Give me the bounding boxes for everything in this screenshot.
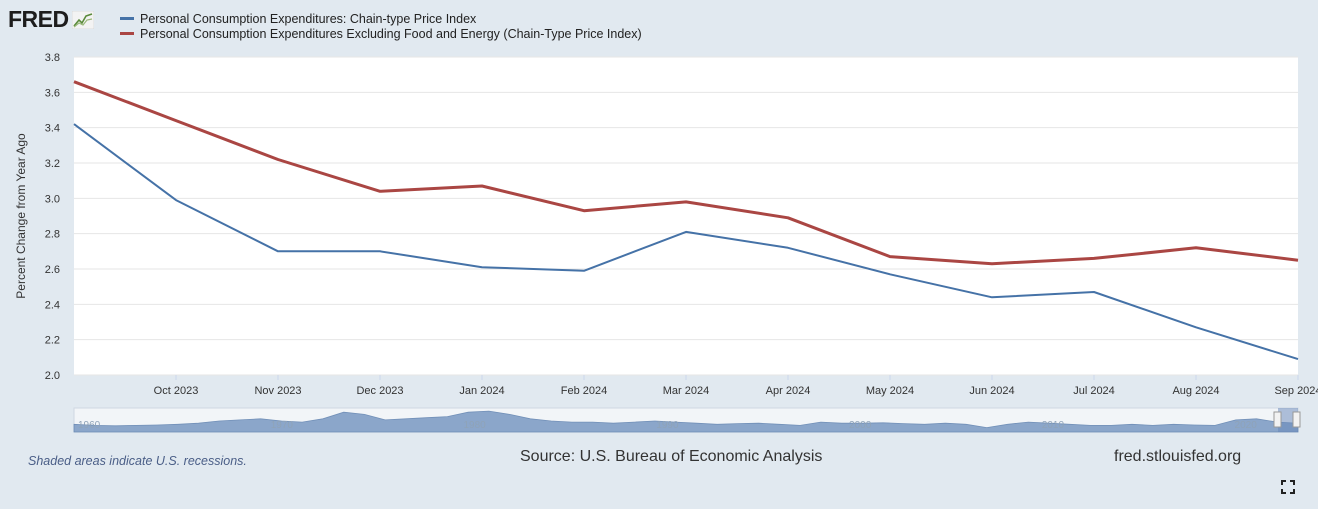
logo-text: FRED xyxy=(8,6,69,32)
chart-legend: Personal Consumption Expenditures: Chain… xyxy=(120,11,642,41)
legend-item-headline[interactable]: Personal Consumption Expenditures: Chain… xyxy=(120,11,642,26)
y-tick-label: 2.0 xyxy=(45,370,60,382)
navigator-year-label: 1990 xyxy=(656,420,679,431)
x-tick-label: Jun 2024 xyxy=(969,385,1014,397)
navigator-handle[interactable] xyxy=(1292,411,1301,428)
fred-logo[interactable]: FRED xyxy=(8,6,94,33)
navigator-year-label: 1970 xyxy=(271,420,294,431)
navigator-year-label: 2020 xyxy=(1235,420,1258,431)
navigator-year-label: 1980 xyxy=(464,420,487,431)
time-navigator[interactable]: 1960 1970 1980 1990 2000 2010 2020 xyxy=(73,407,1301,433)
x-tick-label: Oct 2023 xyxy=(154,385,199,397)
x-tick-label: Mar 2024 xyxy=(663,385,709,397)
x-tick-label: Apr 2024 xyxy=(766,385,811,397)
y-tick-label: 3.4 xyxy=(45,123,60,135)
x-tick-label: Feb 2024 xyxy=(561,385,607,397)
x-axis-ticks: Oct 2023 Nov 2023 Dec 2023 Jan 2024 Feb 2024… xyxy=(154,375,1318,397)
x-tick-label: Jan 2024 xyxy=(459,385,504,397)
recession-note: Shaded areas indicate U.S. recessions. xyxy=(28,454,247,468)
fullscreen-icon[interactable] xyxy=(1281,480,1295,494)
y-tick-label: 2.4 xyxy=(45,299,60,311)
y-tick-label: 3.8 xyxy=(45,52,60,64)
x-tick-label: May 2024 xyxy=(866,385,914,397)
legend-label-core: Personal Consumption Expenditures Exclud… xyxy=(140,26,642,41)
x-tick-label: Dec 2023 xyxy=(356,385,403,397)
x-tick-label: Jul 2024 xyxy=(1073,385,1115,397)
legend-item-core[interactable]: Personal Consumption Expenditures Exclud… xyxy=(120,26,642,41)
navigator-area xyxy=(73,410,1299,433)
y-tick-label: 2.2 xyxy=(45,335,60,347)
line-chart: 2.0 2.2 2.4 2.6 2.8 3.0 3.2 3.4 3.6 3.8 Oct 2023 N… xyxy=(14,52,1318,433)
legend-swatch-headline xyxy=(120,17,134,20)
series-lines xyxy=(73,80,1299,361)
navigator-year-label: 2000 xyxy=(849,420,872,431)
navigator-handle[interactable] xyxy=(1273,411,1282,428)
navigator-year-label: 2010 xyxy=(1042,420,1065,431)
series-line-core[interactable] xyxy=(73,80,1299,266)
y-tick-label: 2.6 xyxy=(45,264,60,276)
navigator-year-label: 1960 xyxy=(78,420,101,431)
y-tick-label: 3.0 xyxy=(45,193,60,205)
y-tick-label: 3.2 xyxy=(45,158,60,170)
series-line-headline[interactable] xyxy=(73,123,1299,361)
legend-label-headline: Personal Consumption Expenditures: Chain… xyxy=(140,11,477,26)
x-tick-label: Sep 2024 xyxy=(1274,385,1318,397)
x-tick-label: Aug 2024 xyxy=(1172,385,1219,397)
x-tick-label: Nov 2023 xyxy=(254,385,301,397)
source-text: Source: U.S. Bureau of Economic Analysis xyxy=(520,448,823,465)
line-chart-icon xyxy=(71,10,94,29)
y-tick-label: 3.6 xyxy=(45,87,60,99)
plot-area xyxy=(74,57,1298,375)
y-axis-label: Percent Change from Year Ago xyxy=(14,133,28,299)
y-axis-ticks: 2.0 2.2 2.4 2.6 2.8 3.0 3.2 3.4 3.6 3.8 xyxy=(45,52,60,382)
legend-swatch-core xyxy=(120,32,134,35)
y-tick-label: 2.8 xyxy=(45,229,60,241)
site-link[interactable]: fred.stlouisfed.org xyxy=(1114,448,1242,465)
